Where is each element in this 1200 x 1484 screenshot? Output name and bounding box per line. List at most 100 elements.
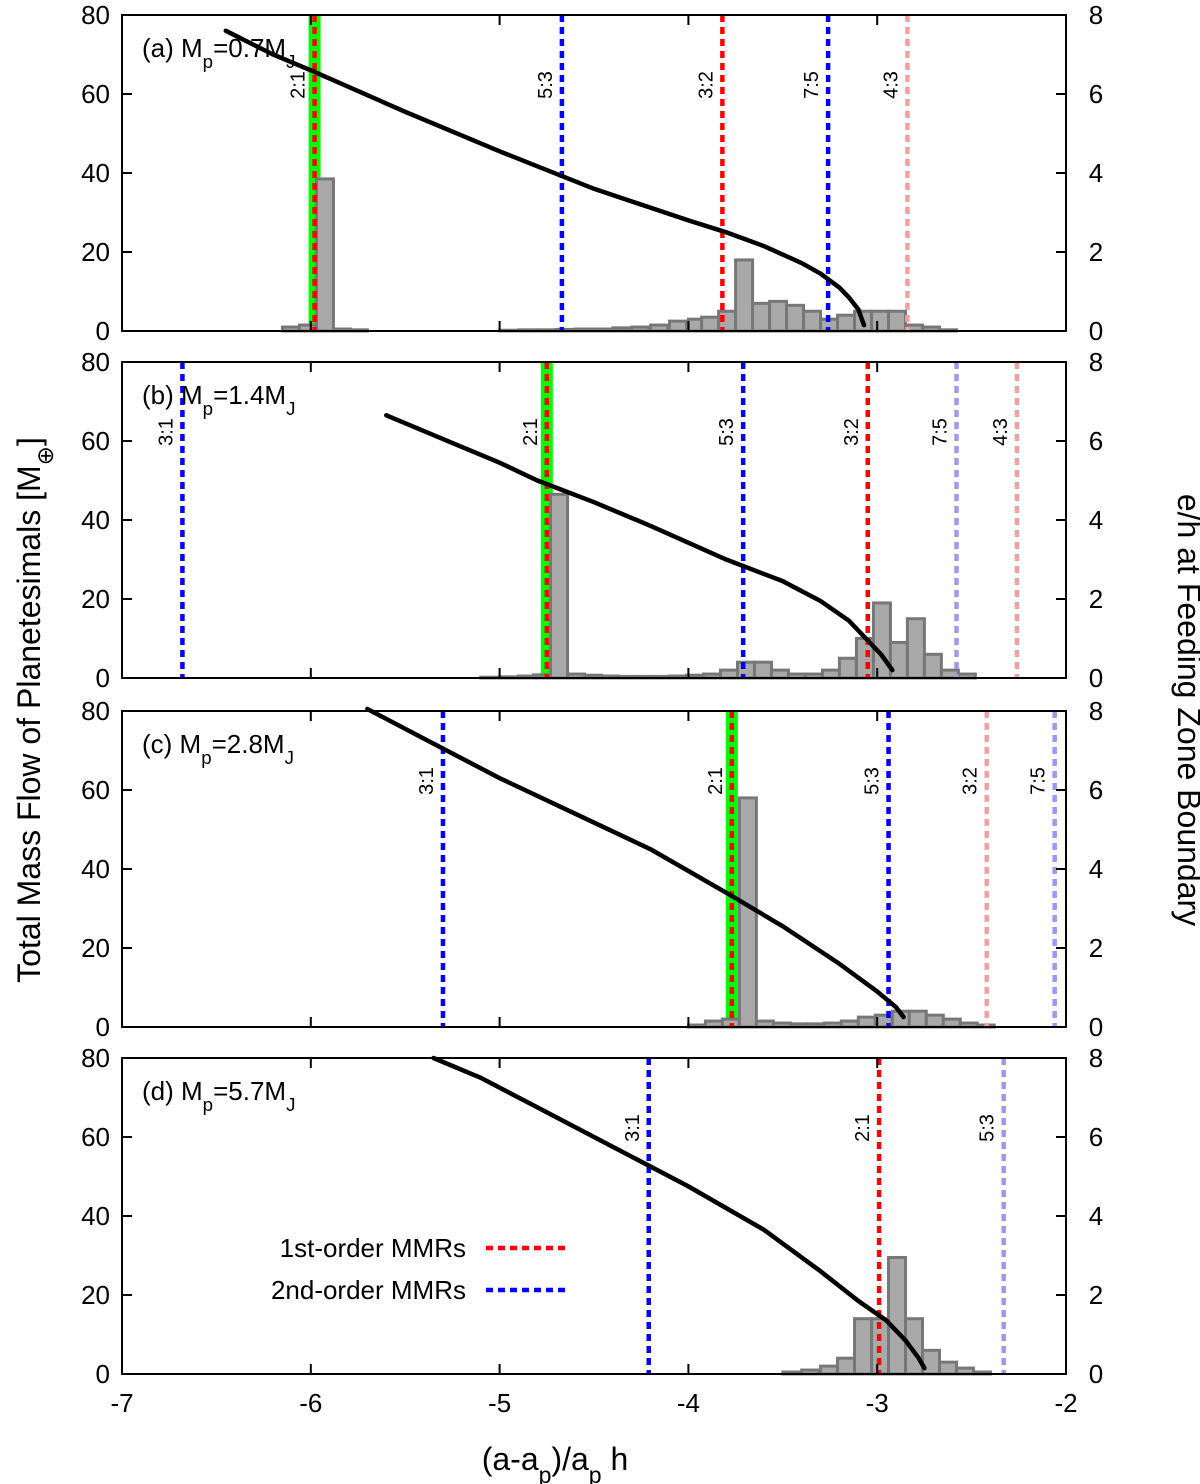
mmr-label-2-1: 2:1 <box>288 71 310 99</box>
histogram-bar <box>734 258 755 333</box>
y-tick-label-left: 20 <box>81 1280 110 1310</box>
y-tick-label-right: 6 <box>1089 426 1103 456</box>
mmr-label-7-5: 7:5 <box>801 71 823 99</box>
y-tick-label-right: 4 <box>1089 158 1103 188</box>
histogram-bar <box>314 177 335 333</box>
x-tick-label: -7 <box>110 1388 133 1418</box>
y-axis-title-left: Total Mass Flow of Planetesimals [M⊕] <box>11 437 58 983</box>
y-tick-label-left: 80 <box>81 696 110 726</box>
mmr-label-7-5: 7:5 <box>1028 767 1050 795</box>
histogram-bar <box>836 313 857 333</box>
histogram-bar <box>938 1360 958 1376</box>
y-tick-label-right: 0 <box>1089 316 1103 346</box>
x-tick-label: -2 <box>1054 1388 1077 1418</box>
feeding-zone-curve <box>223 28 867 328</box>
histogram-bar <box>941 1017 962 1029</box>
legend: 1st-order MMRs 2nd-order MMRs <box>271 1233 570 1305</box>
mmr-label-7-5: 7:5 <box>929 418 951 446</box>
mmr-label-3-2: 3:2 <box>841 418 863 446</box>
mmr-label-4-3: 4:3 <box>990 418 1012 446</box>
y-tick-label-right: 0 <box>1089 1012 1103 1042</box>
histogram-bar <box>820 668 841 680</box>
y-tick-label-right: 8 <box>1089 0 1103 30</box>
histogram-bar <box>853 1317 874 1376</box>
feeding-zone-curve <box>431 1055 927 1371</box>
panel-c: 3:1 2:1 5:3 3:2 7:5 0 20 40 60 80 0 2 4 6 8 (c) Mp=2.8M… <box>81 696 1103 1042</box>
y-tick-label-left: 40 <box>81 854 110 884</box>
mmr-label-3-1: 3:1 <box>416 767 438 795</box>
y-tick-label-right: 2 <box>1089 584 1103 614</box>
histogram-bar <box>836 1356 857 1376</box>
y-tick-label-left: 40 <box>81 158 110 188</box>
histogram-bar <box>737 796 758 1029</box>
y-tick-label-right: 0 <box>1089 1359 1103 1389</box>
panel-b: 3:1 2:1 5:3 3:2 7:5 4:3 0 20 40 60 80 0 2 4 6 8 (b) Mp=1… <box>81 347 1103 693</box>
y-tick-label-left: 60 <box>81 79 110 109</box>
mmr-label-5-3: 5:3 <box>862 767 884 795</box>
y-tick-label-right: 6 <box>1089 79 1103 109</box>
histogram-bar <box>751 301 772 333</box>
histogram-bar <box>907 1009 928 1029</box>
y-tick-label-left: 80 <box>81 1043 110 1073</box>
histogram-bar <box>837 656 858 680</box>
histogram-bar <box>802 309 823 333</box>
mmr-label-2-1: 2:1 <box>705 767 727 795</box>
histogram-bar <box>769 668 790 680</box>
y-tick-label-right: 0 <box>1089 663 1103 693</box>
mmr-label-3-2: 3:2 <box>960 767 982 795</box>
histogram-bar <box>785 303 806 333</box>
legend-label-2: 2nd-order MMRs <box>271 1275 466 1305</box>
histogram-bar <box>819 1364 840 1376</box>
histogram-bar <box>718 668 739 680</box>
panel-label: (c) Mp=2.8MJ <box>142 729 294 768</box>
y-tick-label-right: 4 <box>1089 505 1103 535</box>
mmr-label-5-3: 5:3 <box>977 1114 999 1142</box>
y-tick-label-left: 0 <box>96 663 110 693</box>
y-tick-label-left: 80 <box>81 0 110 30</box>
mmr-label-3-1: 3:1 <box>155 418 177 446</box>
panel-a: 2:1 5:3 3:2 7:5 4:3 0 20 40 60 80 0 2 4 6 8 (a) Mp=0.7M… <box>81 0 1103 346</box>
mmr-label-3-1: 3:1 <box>622 1114 644 1142</box>
y-tick-label-right: 8 <box>1089 347 1103 377</box>
y-axis-title-right: e/h at Feeding Zone Boundary <box>1171 494 1200 926</box>
feeding-zone-curve <box>365 706 906 1020</box>
y-tick-label-left: 60 <box>81 775 110 805</box>
histogram-bar <box>888 640 909 680</box>
histogram-bar <box>870 309 891 333</box>
y-tick-label-left: 20 <box>81 933 110 963</box>
mmr-label-5-3: 5:3 <box>716 418 738 446</box>
histogram-bar <box>856 1015 877 1029</box>
y-tick-label-right: 4 <box>1089 1201 1103 1231</box>
histogram-bar <box>752 660 773 680</box>
x-axis-title: (a-ap)/ap h <box>482 1441 629 1484</box>
y-tick-label-right: 4 <box>1089 854 1103 884</box>
panel-label: (d) Mp=5.7MJ <box>142 1076 295 1115</box>
y-tick-label-left: 60 <box>81 426 110 456</box>
histogram-bar <box>768 299 789 333</box>
x-tick-label: -4 <box>677 1388 700 1418</box>
histogram-bar <box>668 319 689 333</box>
legend-label-1: 1st-order MMRs <box>280 1233 466 1263</box>
histogram-bar <box>921 1348 942 1376</box>
feeding-zone-curve <box>384 413 895 673</box>
histogram-bar <box>887 1255 908 1376</box>
histogram-bar <box>549 492 570 680</box>
y-tick-label-left: 40 <box>81 505 110 535</box>
y-tick-label-left: 60 <box>81 1122 110 1152</box>
y-tick-label-right: 6 <box>1089 775 1103 805</box>
y-tick-label-left: 80 <box>81 347 110 377</box>
y-tick-label-left: 20 <box>81 237 110 267</box>
histogram-bar <box>905 617 926 680</box>
histogram-bar <box>922 652 943 680</box>
y-tick-label-right: 8 <box>1089 696 1103 726</box>
x-tick-label: -3 <box>866 1388 889 1418</box>
mmr-label-2-1: 2:1 <box>520 418 542 446</box>
x-tick-label: -5 <box>488 1388 511 1418</box>
histogram-bar <box>924 1013 945 1029</box>
y-tick-label-right: 2 <box>1089 1280 1103 1310</box>
histogram-bar <box>700 315 721 333</box>
mmr-label-3-2: 3:2 <box>695 71 717 99</box>
y-tick-label-left: 0 <box>96 316 110 346</box>
y-tick-label-right: 8 <box>1089 1043 1103 1073</box>
